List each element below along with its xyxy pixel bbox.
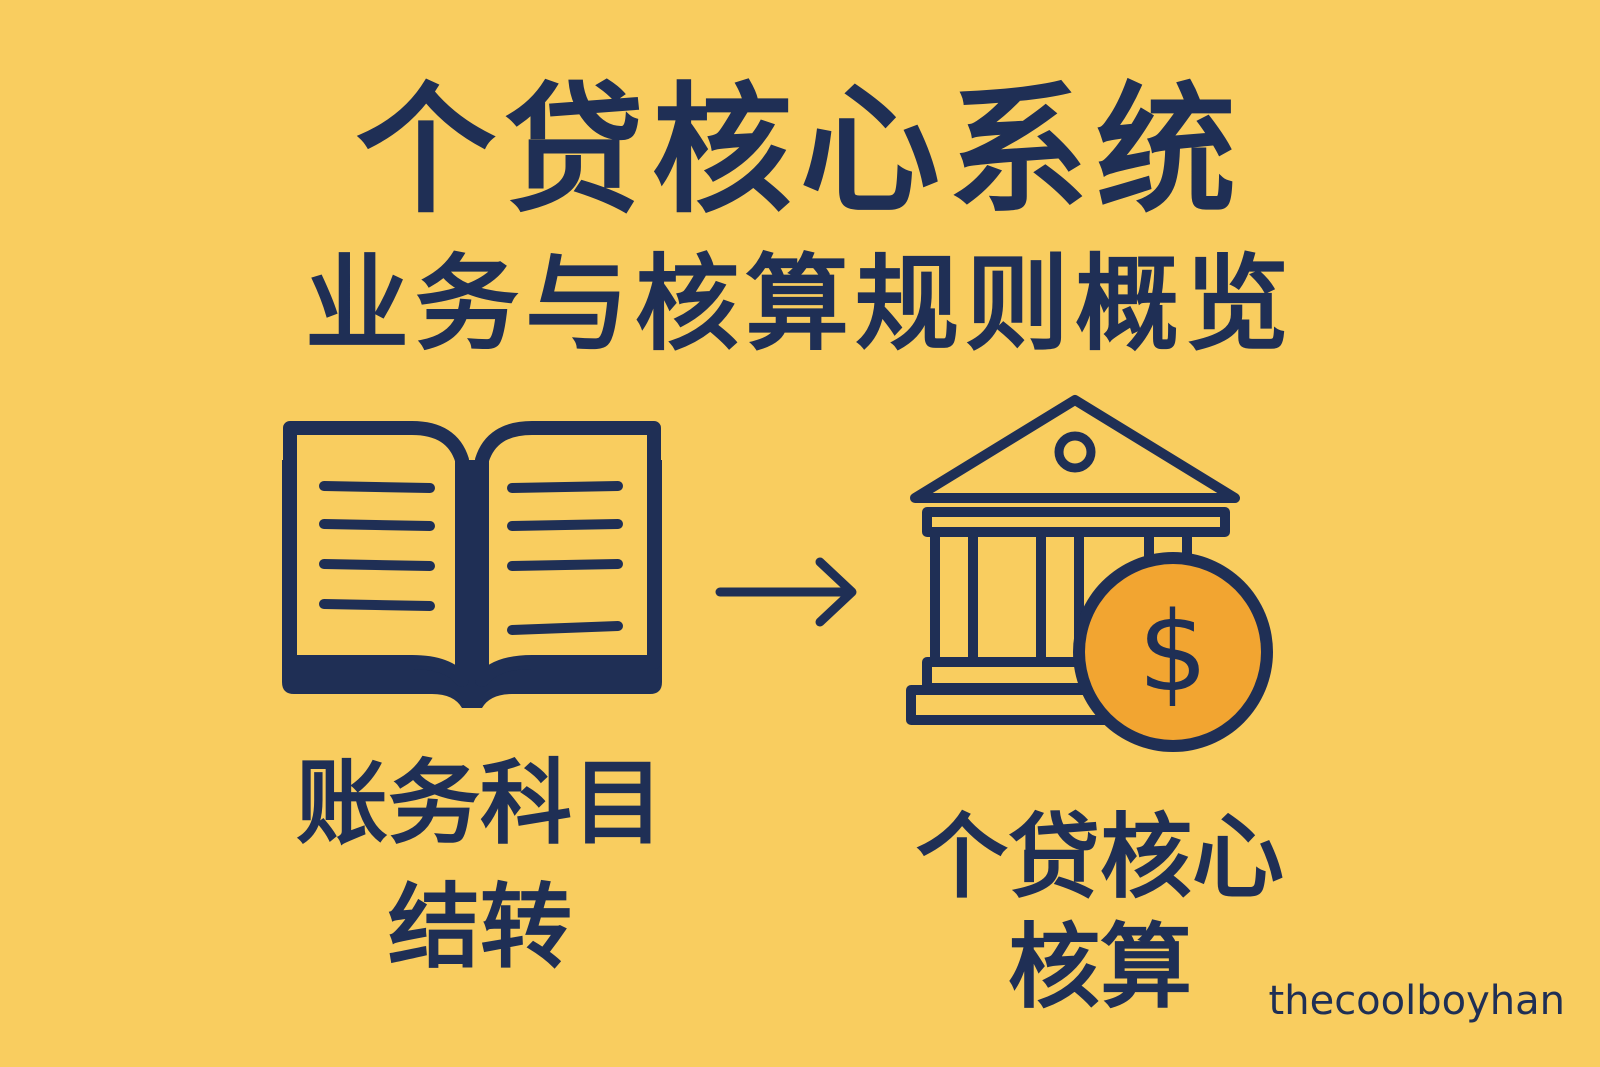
label-core-accounting: 个贷核心 核算	[890, 812, 1310, 1014]
page-subtitle: 业务与核算规则概览	[304, 243, 1295, 365]
dollar-symbol: $	[1138, 588, 1208, 716]
label-account-transfer: 账务科目 结转	[270, 758, 690, 974]
dollar-coin-icon: $	[1073, 552, 1273, 752]
book-line	[507, 621, 623, 635]
book-left-page	[283, 421, 469, 687]
arrow-right-icon	[710, 552, 870, 632]
book-line	[507, 481, 623, 493]
book-line	[319, 599, 435, 611]
watermark: thecoolboyhan	[1268, 978, 1565, 1024]
book-right-page	[475, 421, 661, 687]
label-line-1: 个贷核心	[915, 804, 1284, 911]
book-line	[319, 519, 435, 531]
label-line-1: 账务科目	[295, 750, 664, 857]
page-title: 个贷核心系统	[355, 70, 1244, 233]
book-line	[319, 559, 435, 571]
label-line-2: 结转	[387, 874, 572, 981]
bank-roof-circle	[1054, 431, 1096, 473]
label-line-2: 核算	[1007, 914, 1192, 1021]
open-book-icon	[262, 418, 682, 718]
book-line	[319, 481, 435, 493]
book-line	[507, 559, 623, 571]
bank-building-icon: $	[905, 390, 1305, 770]
book-line	[507, 519, 623, 531]
